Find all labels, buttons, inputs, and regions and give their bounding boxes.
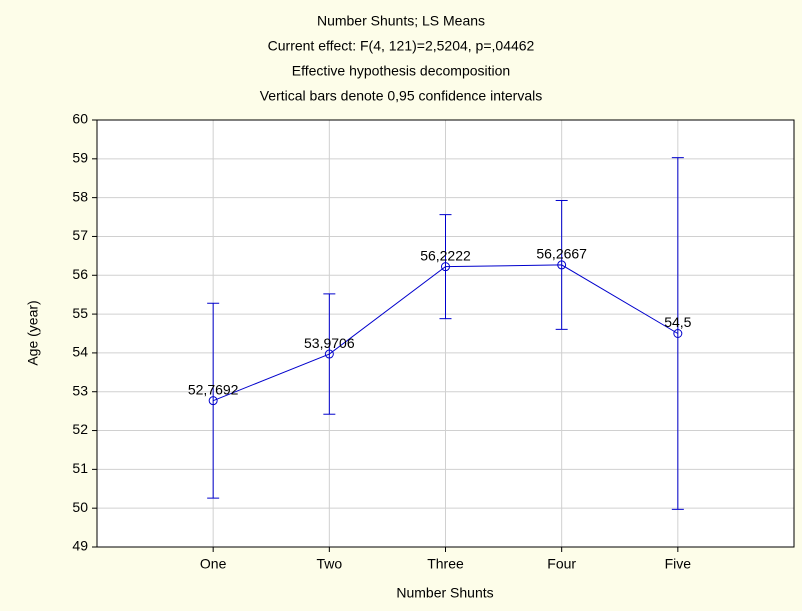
chart-title: Number Shunts; LS Means: [317, 13, 485, 29]
y-tick-label: 53: [72, 382, 88, 398]
data-label: 53,9706: [304, 335, 355, 351]
marker: [557, 260, 567, 270]
y-tick-label: 58: [72, 188, 88, 204]
chart-subtitle: Vertical bars denote 0,95 confidence int…: [260, 88, 543, 104]
y-tick-label: 59: [72, 150, 88, 166]
y-axis-label: Age (year): [25, 300, 41, 365]
y-tick-label: 50: [72, 499, 88, 515]
x-axis-label: Number Shunts: [396, 585, 493, 601]
data-label: 56,2222: [420, 247, 471, 263]
x-tick-label: One: [200, 556, 227, 572]
plot-frame: [96, 119, 795, 548]
y-tick-label: 49: [72, 538, 88, 554]
x-tick-label: Two: [316, 556, 342, 572]
y-tick-label: 56: [72, 266, 88, 282]
y-tick-label: 51: [72, 460, 88, 476]
y-tick-label: 60: [72, 111, 88, 127]
x-tick-label: Three: [427, 556, 464, 572]
marker: [673, 329, 683, 338]
y-tick-label: 57: [72, 227, 88, 243]
data-label: 52,7692: [188, 381, 239, 397]
data-label: 56,2667: [536, 246, 587, 262]
marker: [441, 262, 450, 272]
data-label: 54,5: [664, 314, 691, 330]
x-tick-label: Four: [547, 556, 576, 572]
chart-subtitle: Current effect: F(4, 121)=2,5204, p=,044…: [268, 38, 535, 54]
marker: [324, 349, 334, 359]
y-tick-label: 54: [72, 344, 88, 360]
marker: [208, 396, 218, 406]
chart-subtitle: Effective hypothesis decomposition: [292, 63, 510, 79]
x-tick-label: Five: [665, 556, 692, 572]
y-tick-label: 52: [72, 421, 88, 437]
y-tick-label: 55: [72, 305, 88, 321]
